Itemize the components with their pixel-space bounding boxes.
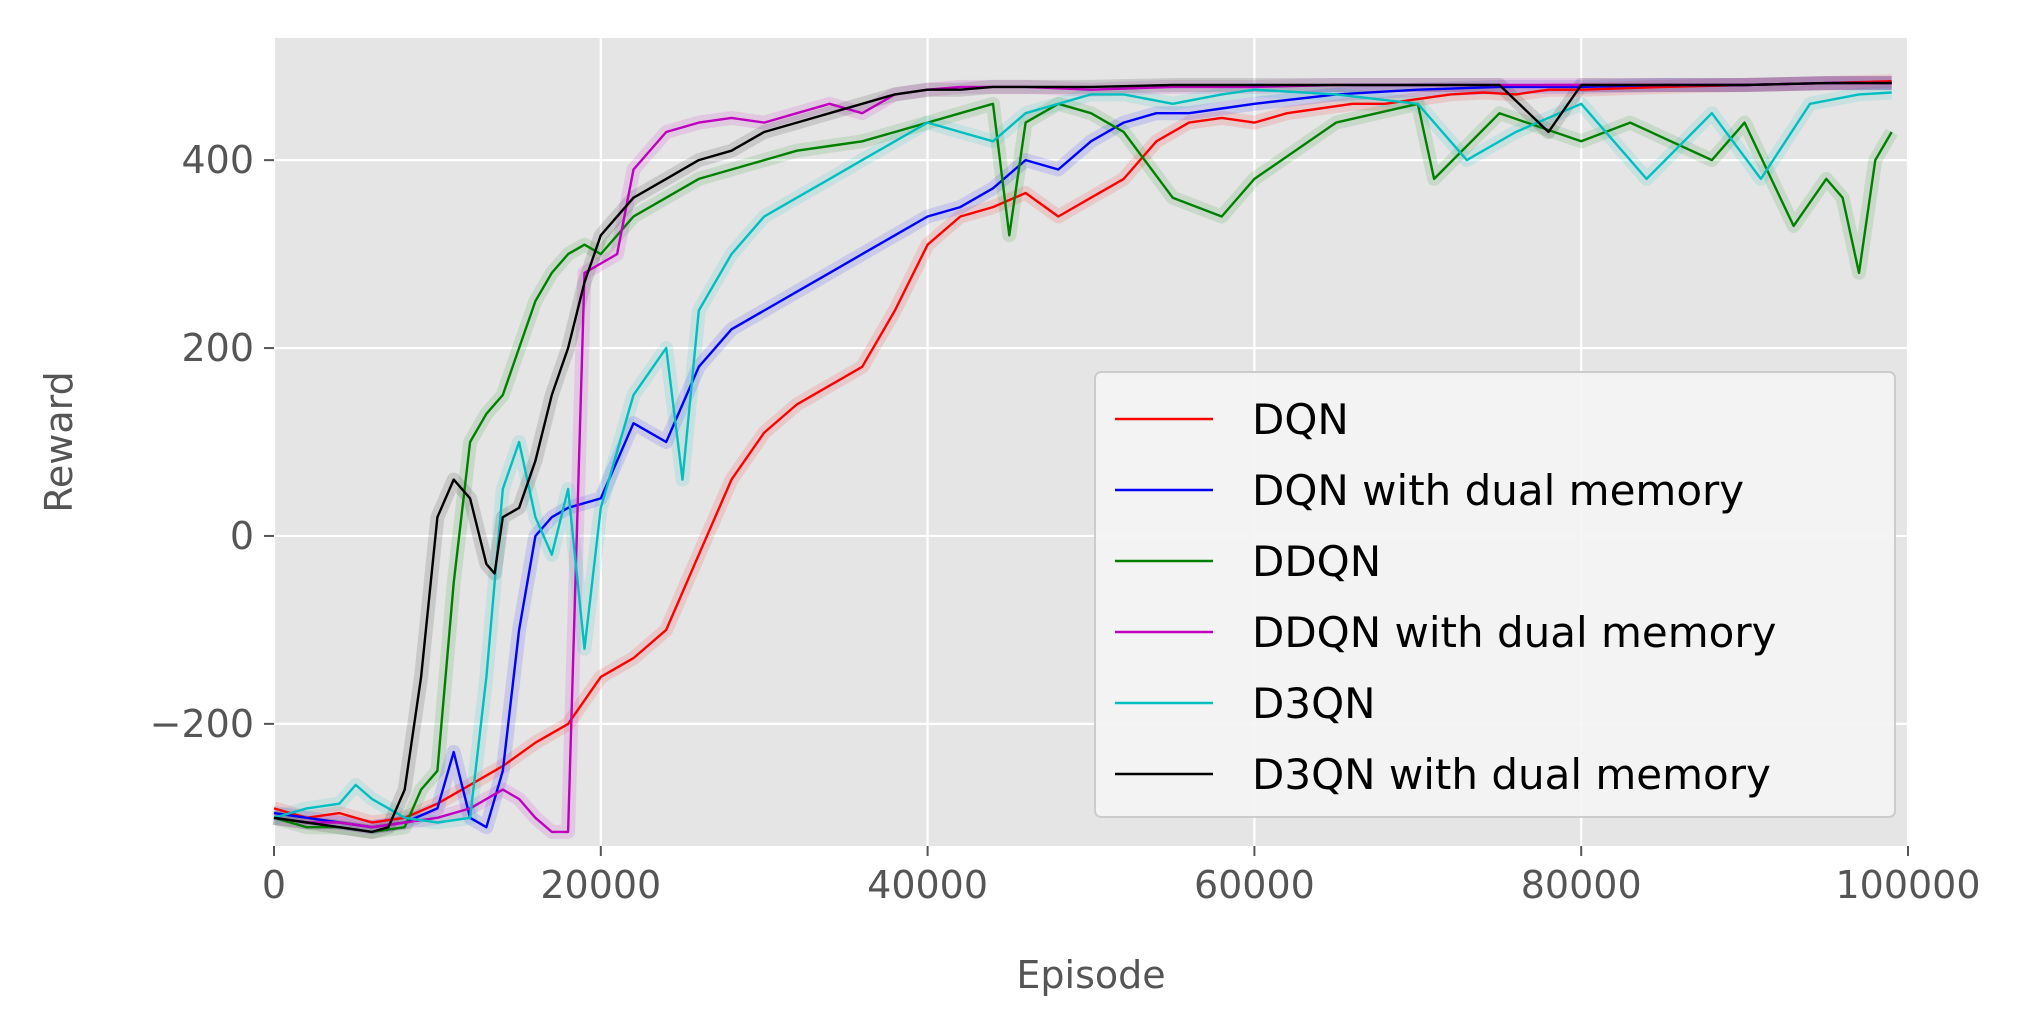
legend-label: DDQN bbox=[1252, 537, 1381, 586]
x-tick-label: 100000 bbox=[1835, 863, 1980, 907]
y-axis-label: Reward bbox=[37, 371, 81, 513]
x-tick-label: 0 bbox=[262, 863, 286, 907]
series-line bbox=[273, 88, 1892, 824]
y-tick-label: 200 bbox=[181, 326, 254, 370]
legend-label: DDQN with dual memory bbox=[1252, 608, 1777, 657]
legend-label: DQN with dual memory bbox=[1252, 466, 1744, 515]
x-tick-label: 40000 bbox=[867, 863, 988, 907]
series-layer bbox=[272, 74, 1898, 839]
y-tick-label: 0 bbox=[230, 514, 254, 558]
series-line bbox=[273, 102, 1893, 834]
legend-label: DQN bbox=[1252, 395, 1349, 444]
x-tick-label: 20000 bbox=[540, 863, 661, 907]
x-tick-label: 80000 bbox=[1521, 863, 1642, 907]
legend-label: D3QN with dual memory bbox=[1252, 750, 1771, 799]
legend-box bbox=[1094, 371, 1896, 818]
x-tick-label: 60000 bbox=[1194, 863, 1315, 907]
axes: 0 20000 40000 60000 80000 100000 −200 0 200 400 bbox=[150, 138, 1981, 907]
series-line bbox=[273, 81, 1892, 834]
y-tick-label: −200 bbox=[150, 702, 254, 746]
legend-label: D3QN bbox=[1252, 679, 1376, 728]
legend: DQN DQN with dual memory DDQN DDQN with dua… bbox=[1094, 371, 1896, 818]
x-axis-label: Episode bbox=[1016, 953, 1165, 997]
series-line bbox=[273, 80, 1892, 824]
y-tick-label: 400 bbox=[181, 138, 254, 182]
